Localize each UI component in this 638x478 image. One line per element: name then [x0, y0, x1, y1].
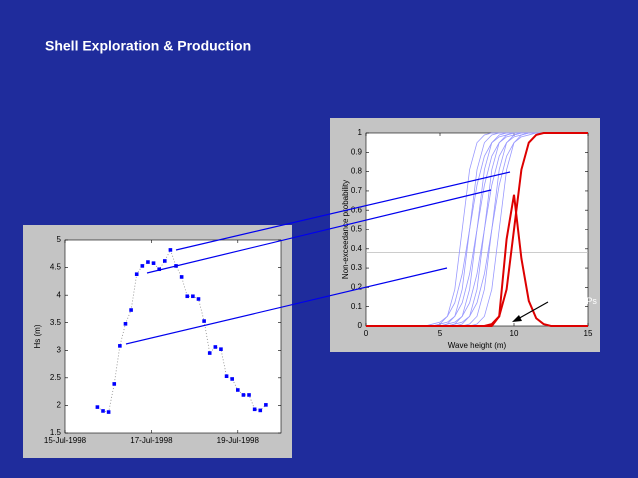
y-tick-label: 4 — [57, 290, 62, 299]
data-point — [219, 347, 223, 351]
y-tick-label: 0.3 — [351, 263, 363, 272]
data-point — [101, 409, 105, 413]
annotation-subscript: maxMPs — [562, 296, 598, 306]
slide-title: Shell Exploration & Production — [45, 38, 251, 54]
y-tick-label: 3.5 — [50, 318, 62, 327]
data-point — [151, 261, 156, 265]
data-point — [191, 294, 195, 299]
y-tick-label: 0.9 — [351, 147, 363, 156]
y-tick-label: 4.5 — [50, 263, 62, 272]
data-point — [118, 344, 122, 348]
x-tick-label: 19-Jul-1998 — [217, 436, 260, 445]
x-tick-label: 5 — [438, 329, 443, 338]
data-point — [241, 393, 246, 397]
data-point — [185, 294, 190, 299]
y-tick-label: 0.1 — [351, 302, 363, 311]
y-tick-label: 2.5 — [50, 373, 62, 382]
y-tick-label: 1.5 — [50, 428, 62, 437]
data-point — [247, 393, 251, 397]
y-tick-label: 2 — [57, 401, 62, 410]
data-point — [140, 264, 145, 268]
chart: 00.10.20.30.40.50.60.70.80.910 5 10 15Wave … — [341, 128, 597, 350]
x-tick-label: 15-Jul-1998 — [44, 436, 87, 445]
data-point — [202, 319, 206, 323]
data-point — [112, 382, 117, 386]
y-tick-label: 0.5 — [351, 225, 363, 234]
chart: 1.5 2 2.5 3 3.5 4 4.5 5 15-Jul-1998 17-Jul-1998 19… — [33, 235, 282, 445]
data-point — [146, 260, 150, 264]
connectors — [125, 171, 549, 345]
data-point — [258, 408, 263, 413]
data-point — [196, 297, 201, 301]
x-tick-label: 10 — [510, 329, 519, 338]
arrow — [515, 301, 549, 321]
annotation: HmaxMPs — [551, 290, 597, 307]
data-point — [157, 267, 161, 272]
data-point — [162, 259, 167, 263]
connector — [146, 189, 492, 274]
data-point — [230, 377, 234, 381]
y-tick-label: 0.2 — [351, 283, 363, 292]
x-axis-label: Wave height (m) — [448, 341, 507, 350]
connector — [175, 171, 511, 251]
x-tick-label: 0 — [364, 329, 369, 338]
data-point — [95, 405, 100, 409]
y-axis-label: Hs (m) — [33, 324, 42, 348]
series-line — [366, 194, 588, 327]
data-point — [252, 407, 257, 412]
y-axis-label: Non-exceedance probability — [341, 180, 350, 279]
y-tick-label: 0.8 — [351, 167, 363, 176]
data-point — [106, 410, 111, 414]
y-tick-label: 3 — [57, 345, 62, 354]
y-tick-label: 0.6 — [351, 205, 363, 214]
data-point — [264, 403, 268, 407]
y-tick-label: 0 — [358, 321, 363, 330]
data-point — [224, 374, 229, 379]
data-point — [123, 322, 128, 326]
y-tick-label: 0.4 — [351, 244, 363, 253]
data-point — [236, 388, 240, 392]
x-tick-label: 17-Jul-1998 — [130, 436, 173, 445]
x-tick-label: 15 — [584, 329, 593, 338]
connector — [125, 267, 448, 345]
y-tick-label: 5 — [57, 235, 62, 244]
data-point — [179, 275, 184, 279]
plot-area — [64, 239, 282, 434]
arrow-head — [512, 315, 522, 322]
data-point — [129, 308, 133, 312]
annotation-main: H — [551, 290, 562, 307]
data-point — [168, 248, 173, 252]
data-point — [207, 351, 212, 355]
y-tick-label: 1 — [358, 128, 363, 137]
y-tick-label: 0.7 — [351, 186, 363, 195]
data-point — [213, 345, 218, 349]
data-point — [134, 272, 139, 276]
